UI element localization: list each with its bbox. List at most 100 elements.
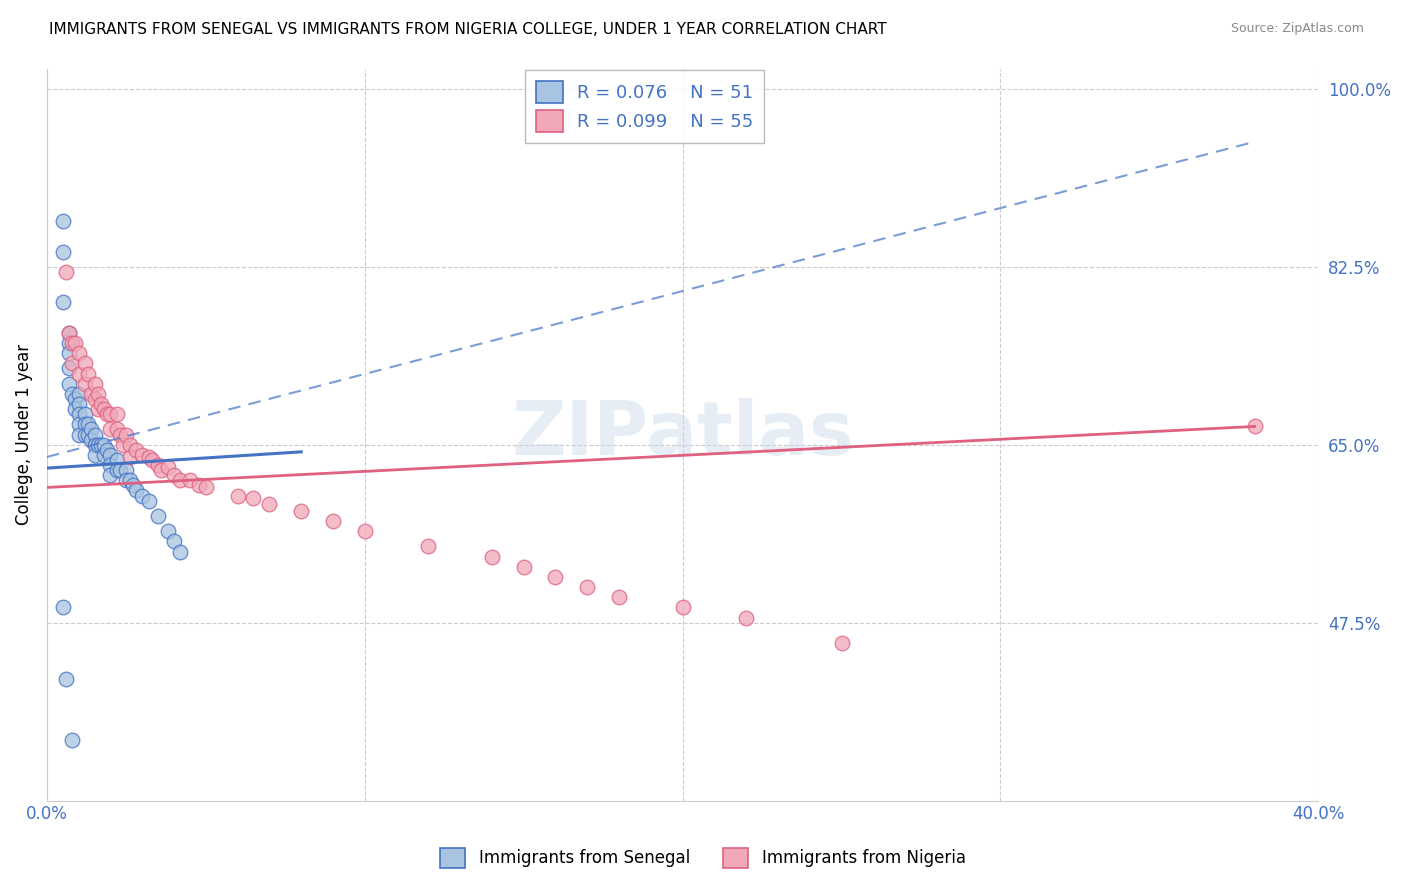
Point bbox=[67, 407, 90, 421]
Point bbox=[67, 346, 90, 360]
Point bbox=[67, 417, 90, 432]
Point bbox=[259, 497, 281, 511]
Point bbox=[115, 427, 138, 442]
Point bbox=[105, 407, 128, 421]
Point bbox=[290, 504, 312, 518]
Point bbox=[52, 600, 75, 615]
Point bbox=[512, 559, 534, 574]
Point bbox=[87, 402, 110, 417]
Point bbox=[73, 356, 96, 370]
Point bbox=[169, 473, 191, 487]
Point bbox=[73, 407, 96, 421]
Point bbox=[671, 600, 693, 615]
Point bbox=[138, 450, 160, 464]
Text: ZIPatlas: ZIPatlas bbox=[512, 398, 853, 471]
Point bbox=[58, 376, 80, 391]
Point bbox=[58, 326, 80, 340]
Point bbox=[108, 427, 131, 442]
Point bbox=[87, 387, 110, 401]
Point bbox=[93, 438, 115, 452]
Point bbox=[87, 438, 110, 452]
Point bbox=[58, 336, 80, 351]
Point bbox=[96, 407, 118, 421]
Legend: Immigrants from Senegal, Immigrants from Nigeria: Immigrants from Senegal, Immigrants from… bbox=[433, 841, 973, 875]
Point bbox=[73, 417, 96, 432]
Point bbox=[146, 458, 169, 472]
Point bbox=[58, 361, 80, 376]
Point bbox=[544, 570, 567, 584]
Point bbox=[93, 402, 115, 417]
Point bbox=[156, 460, 179, 475]
Point bbox=[65, 336, 87, 351]
Text: Source: ZipAtlas.com: Source: ZipAtlas.com bbox=[1230, 22, 1364, 36]
Point bbox=[67, 387, 90, 401]
Point bbox=[735, 610, 758, 624]
Point bbox=[105, 422, 128, 436]
Point bbox=[115, 463, 138, 477]
Point bbox=[242, 491, 264, 505]
Point bbox=[105, 453, 128, 467]
Point bbox=[112, 438, 135, 452]
Point bbox=[90, 397, 112, 411]
Y-axis label: College, Under 1 year: College, Under 1 year bbox=[15, 344, 32, 525]
Point bbox=[67, 397, 90, 411]
Point bbox=[55, 265, 77, 279]
Point bbox=[118, 473, 141, 487]
Point bbox=[1243, 419, 1265, 434]
Point bbox=[90, 438, 112, 452]
Point bbox=[138, 493, 160, 508]
Point bbox=[80, 422, 103, 436]
Point bbox=[322, 514, 344, 528]
Point bbox=[60, 356, 83, 370]
Point bbox=[131, 489, 153, 503]
Point bbox=[226, 489, 249, 503]
Point bbox=[77, 417, 100, 432]
Point bbox=[52, 295, 75, 310]
Point bbox=[125, 483, 148, 498]
Point bbox=[118, 438, 141, 452]
Text: IMMIGRANTS FROM SENEGAL VS IMMIGRANTS FROM NIGERIA COLLEGE, UNDER 1 YEAR CORRELA: IMMIGRANTS FROM SENEGAL VS IMMIGRANTS FR… bbox=[49, 22, 887, 37]
Point bbox=[108, 463, 131, 477]
Point bbox=[52, 244, 75, 259]
Point bbox=[481, 549, 503, 564]
Point bbox=[150, 463, 173, 477]
Point bbox=[65, 392, 87, 406]
Point bbox=[83, 427, 105, 442]
Point bbox=[83, 448, 105, 462]
Point bbox=[353, 524, 375, 538]
Point bbox=[141, 453, 163, 467]
Point bbox=[58, 346, 80, 360]
Point bbox=[52, 214, 75, 228]
Point bbox=[77, 427, 100, 442]
Point bbox=[118, 450, 141, 464]
Point bbox=[146, 508, 169, 523]
Point bbox=[163, 468, 186, 483]
Point bbox=[100, 448, 122, 462]
Point bbox=[179, 473, 201, 487]
Point bbox=[115, 473, 138, 487]
Point bbox=[60, 732, 83, 747]
Point bbox=[831, 636, 853, 650]
Point bbox=[100, 458, 122, 472]
Point bbox=[163, 534, 186, 549]
Point bbox=[77, 367, 100, 381]
Point bbox=[188, 478, 211, 492]
Point bbox=[67, 367, 90, 381]
Point bbox=[80, 387, 103, 401]
Point bbox=[83, 438, 105, 452]
Point bbox=[83, 376, 105, 391]
Point bbox=[121, 478, 143, 492]
Point bbox=[73, 427, 96, 442]
Point bbox=[156, 524, 179, 538]
Point bbox=[80, 433, 103, 447]
Legend: R = 0.076    N = 51, R = 0.099    N = 55: R = 0.076 N = 51, R = 0.099 N = 55 bbox=[524, 70, 765, 144]
Point bbox=[194, 480, 217, 494]
Point bbox=[418, 540, 440, 554]
Point bbox=[125, 442, 148, 457]
Point bbox=[73, 376, 96, 391]
Point bbox=[131, 448, 153, 462]
Point bbox=[83, 392, 105, 406]
Point bbox=[607, 591, 630, 605]
Point bbox=[58, 326, 80, 340]
Point bbox=[93, 448, 115, 462]
